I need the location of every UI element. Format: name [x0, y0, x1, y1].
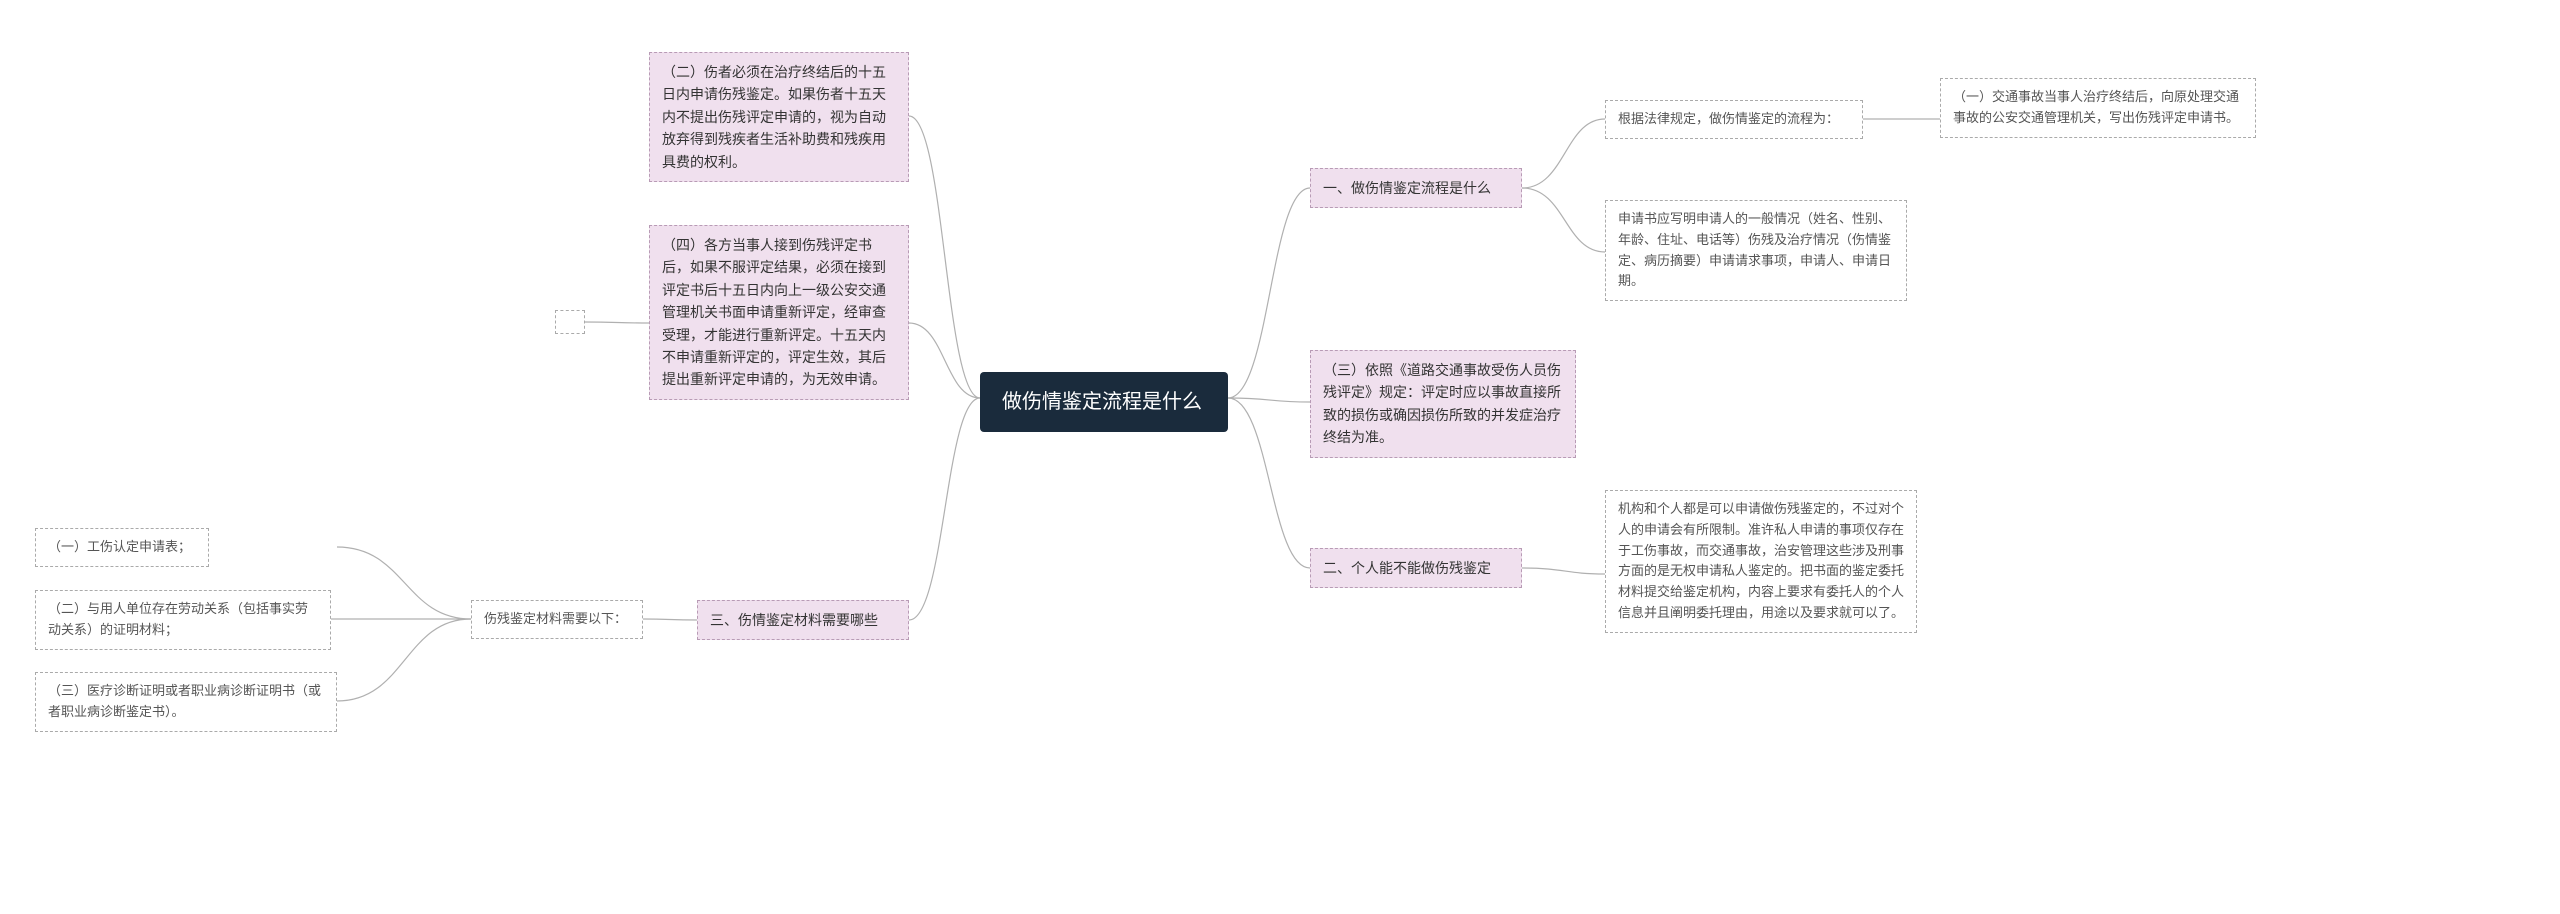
- branch-l3a3[interactable]: （三）医疗诊断证明或者职业病诊断证明书（或者职业病诊断鉴定书）。: [35, 672, 337, 732]
- branch-r2[interactable]: （三）依照《道路交通事故受伤人员伤残评定》规定：评定时应以事故直接所致的损伤或确…: [1310, 350, 1576, 458]
- branch-r1a[interactable]: 根据法律规定，做伤情鉴定的流程为：: [1605, 100, 1863, 139]
- root-node[interactable]: 做伤情鉴定流程是什么: [980, 372, 1228, 432]
- branch-r3[interactable]: 二、个人能不能做伤残鉴定: [1310, 548, 1522, 588]
- branch-r1b[interactable]: 申请书应写明申请人的一般情况（姓名、性别、年龄、住址、电话等）伤残及治疗情况（伤…: [1605, 200, 1907, 301]
- branch-r3a[interactable]: 机构和个人都是可以申请做伤残鉴定的，不过对个人的申请会有所限制。准许私人申请的事…: [1605, 490, 1917, 633]
- branch-l3a[interactable]: 伤残鉴定材料需要以下：: [471, 600, 643, 639]
- branch-r1a1[interactable]: （一）交通事故当事人治疗终结后，向原处理交通事故的公安交通管理机关，写出伤残评定…: [1940, 78, 2256, 138]
- branch-l3a2[interactable]: （二）与用人单位存在劳动关系（包括事实劳动关系）的证明材料；: [35, 590, 331, 650]
- branch-l2-empty[interactable]: [555, 310, 585, 334]
- branch-l3a1[interactable]: （一）工伤认定申请表；: [35, 528, 209, 567]
- branch-l2[interactable]: （四）各方当事人接到伤残评定书后，如果不服评定结果，必须在接到评定书后十五日内向…: [649, 225, 909, 400]
- branch-l1[interactable]: （二）伤者必须在治疗终结后的十五日内申请伤残鉴定。如果伤者十五天内不提出伤残评定…: [649, 52, 909, 182]
- branch-l3[interactable]: 三、伤情鉴定材料需要哪些: [697, 600, 909, 640]
- branch-r1[interactable]: 一、做伤情鉴定流程是什么: [1310, 168, 1522, 208]
